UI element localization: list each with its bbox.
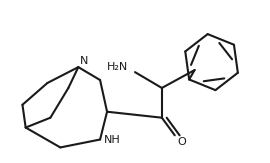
Text: N: N (80, 55, 88, 66)
Text: H₂N: H₂N (107, 62, 128, 72)
Text: NH: NH (104, 135, 120, 145)
Text: O: O (177, 137, 186, 147)
